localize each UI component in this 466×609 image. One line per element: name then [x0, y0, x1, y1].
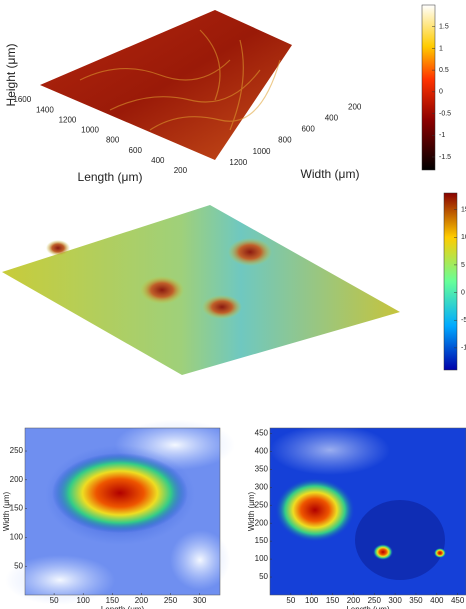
- x-tick-label: 1200: [59, 115, 77, 124]
- y-tick-label: 150: [10, 504, 24, 513]
- surface: [40, 10, 292, 160]
- x-axis-label: Length (μm): [101, 605, 145, 609]
- colorbar-tick-label: 0.5: [439, 67, 449, 74]
- x-tick-label: 450: [451, 596, 465, 605]
- y-tick-label: 50: [14, 561, 23, 570]
- x-tick-label: 50: [50, 596, 59, 605]
- y-tick-label: 800: [278, 136, 292, 145]
- y-tick-label: 200: [348, 102, 362, 111]
- colorbar-tick-label: 1: [439, 45, 443, 52]
- heatmap-texture: [275, 478, 355, 542]
- colorbar-tick-label: 5: [461, 262, 465, 269]
- plot-frame: [24, 427, 221, 596]
- x-axis-label: Length (μm): [78, 170, 143, 184]
- plot-frame: [269, 427, 466, 596]
- y-tick-label: 50: [259, 572, 268, 581]
- y-axis-label: Width (μm): [247, 492, 256, 532]
- y-tick-label: 1000: [253, 147, 271, 156]
- y-tick-label: 1200: [229, 158, 247, 167]
- x-tick-label: 250: [368, 596, 382, 605]
- colorbar-tick-label: 0: [439, 89, 443, 96]
- y-tick-label: 400: [325, 113, 339, 122]
- heatmap-texture: [5, 555, 115, 605]
- surface-peak: [228, 238, 272, 266]
- z-axis-label: Height (μm): [4, 44, 18, 107]
- colorbar-tick-label: 1.5: [439, 24, 449, 31]
- x-tick-label: 400: [151, 156, 165, 165]
- x-tick-label: 350: [409, 596, 423, 605]
- surface-peak: [140, 276, 184, 304]
- x-tick-label: 1600: [13, 95, 31, 104]
- colorbar-tick-label: 15: [461, 206, 466, 213]
- y-tick-label: 250: [10, 446, 24, 455]
- heatmap-texture: [52, 453, 188, 533]
- x-tick-label: 100: [305, 596, 319, 605]
- x-tick-label: 200: [174, 166, 188, 175]
- x-tick-label: 150: [326, 596, 340, 605]
- x-tick-label: 300: [193, 596, 207, 605]
- y-tick-label: 600: [301, 125, 315, 134]
- x-tick-label: 800: [106, 136, 120, 145]
- y-tick-label: 100: [10, 533, 24, 542]
- x-tick-label: 600: [129, 146, 143, 155]
- y-axis-label: Width (μm): [2, 492, 11, 532]
- surface-peak: [46, 240, 70, 256]
- x-tick-label: 100: [77, 596, 91, 605]
- heatmap-texture: [434, 548, 446, 558]
- x-tick-label: 200: [347, 596, 361, 605]
- x-tick-label: 1400: [36, 105, 54, 114]
- y-axis-label: Width (μm): [301, 167, 360, 181]
- y-tick-label: 350: [255, 464, 269, 473]
- surface: [2, 205, 400, 375]
- colorbar-tick-label: 0: [461, 289, 465, 296]
- x-axis-label: Length (μm): [346, 605, 390, 609]
- colorbar-tick-label: -5: [461, 317, 466, 324]
- heatmap-texture: [355, 500, 445, 580]
- y-tick-label: 100: [255, 554, 269, 563]
- surface-texture: [79, 29, 281, 131]
- colorbar-tick-label: 10: [461, 234, 466, 241]
- x-tick-label: 250: [164, 596, 178, 605]
- colorbar-tick-label: -0.5: [439, 110, 451, 117]
- y-tick-label: 200: [255, 518, 269, 527]
- x-tick-label: 150: [106, 596, 120, 605]
- y-tick-label: 400: [255, 446, 269, 455]
- y-tick-label: 450: [255, 428, 269, 437]
- x-tick-label: 50: [286, 596, 295, 605]
- colorbar: [443, 192, 458, 371]
- y-tick-label: 250: [255, 500, 269, 509]
- colorbar: [421, 4, 436, 171]
- heatmap-texture: [170, 530, 230, 590]
- colorbar-tick-label: -1: [439, 132, 445, 139]
- x-tick-label: 200: [135, 596, 149, 605]
- y-tick-label: 300: [255, 482, 269, 491]
- heatmap-texture: [270, 425, 390, 475]
- surface-peak: [202, 295, 242, 319]
- heatmap-texture: [373, 544, 393, 560]
- colorbar-tick-label: -10: [461, 345, 466, 352]
- colorbar-tick-label: -1.5: [439, 154, 451, 161]
- x-tick-label: 400: [430, 596, 444, 605]
- y-tick-label: 200: [10, 475, 24, 484]
- x-tick-label: 300: [388, 596, 402, 605]
- x-tick-label: 1000: [81, 126, 99, 135]
- y-tick-label: 150: [255, 536, 269, 545]
